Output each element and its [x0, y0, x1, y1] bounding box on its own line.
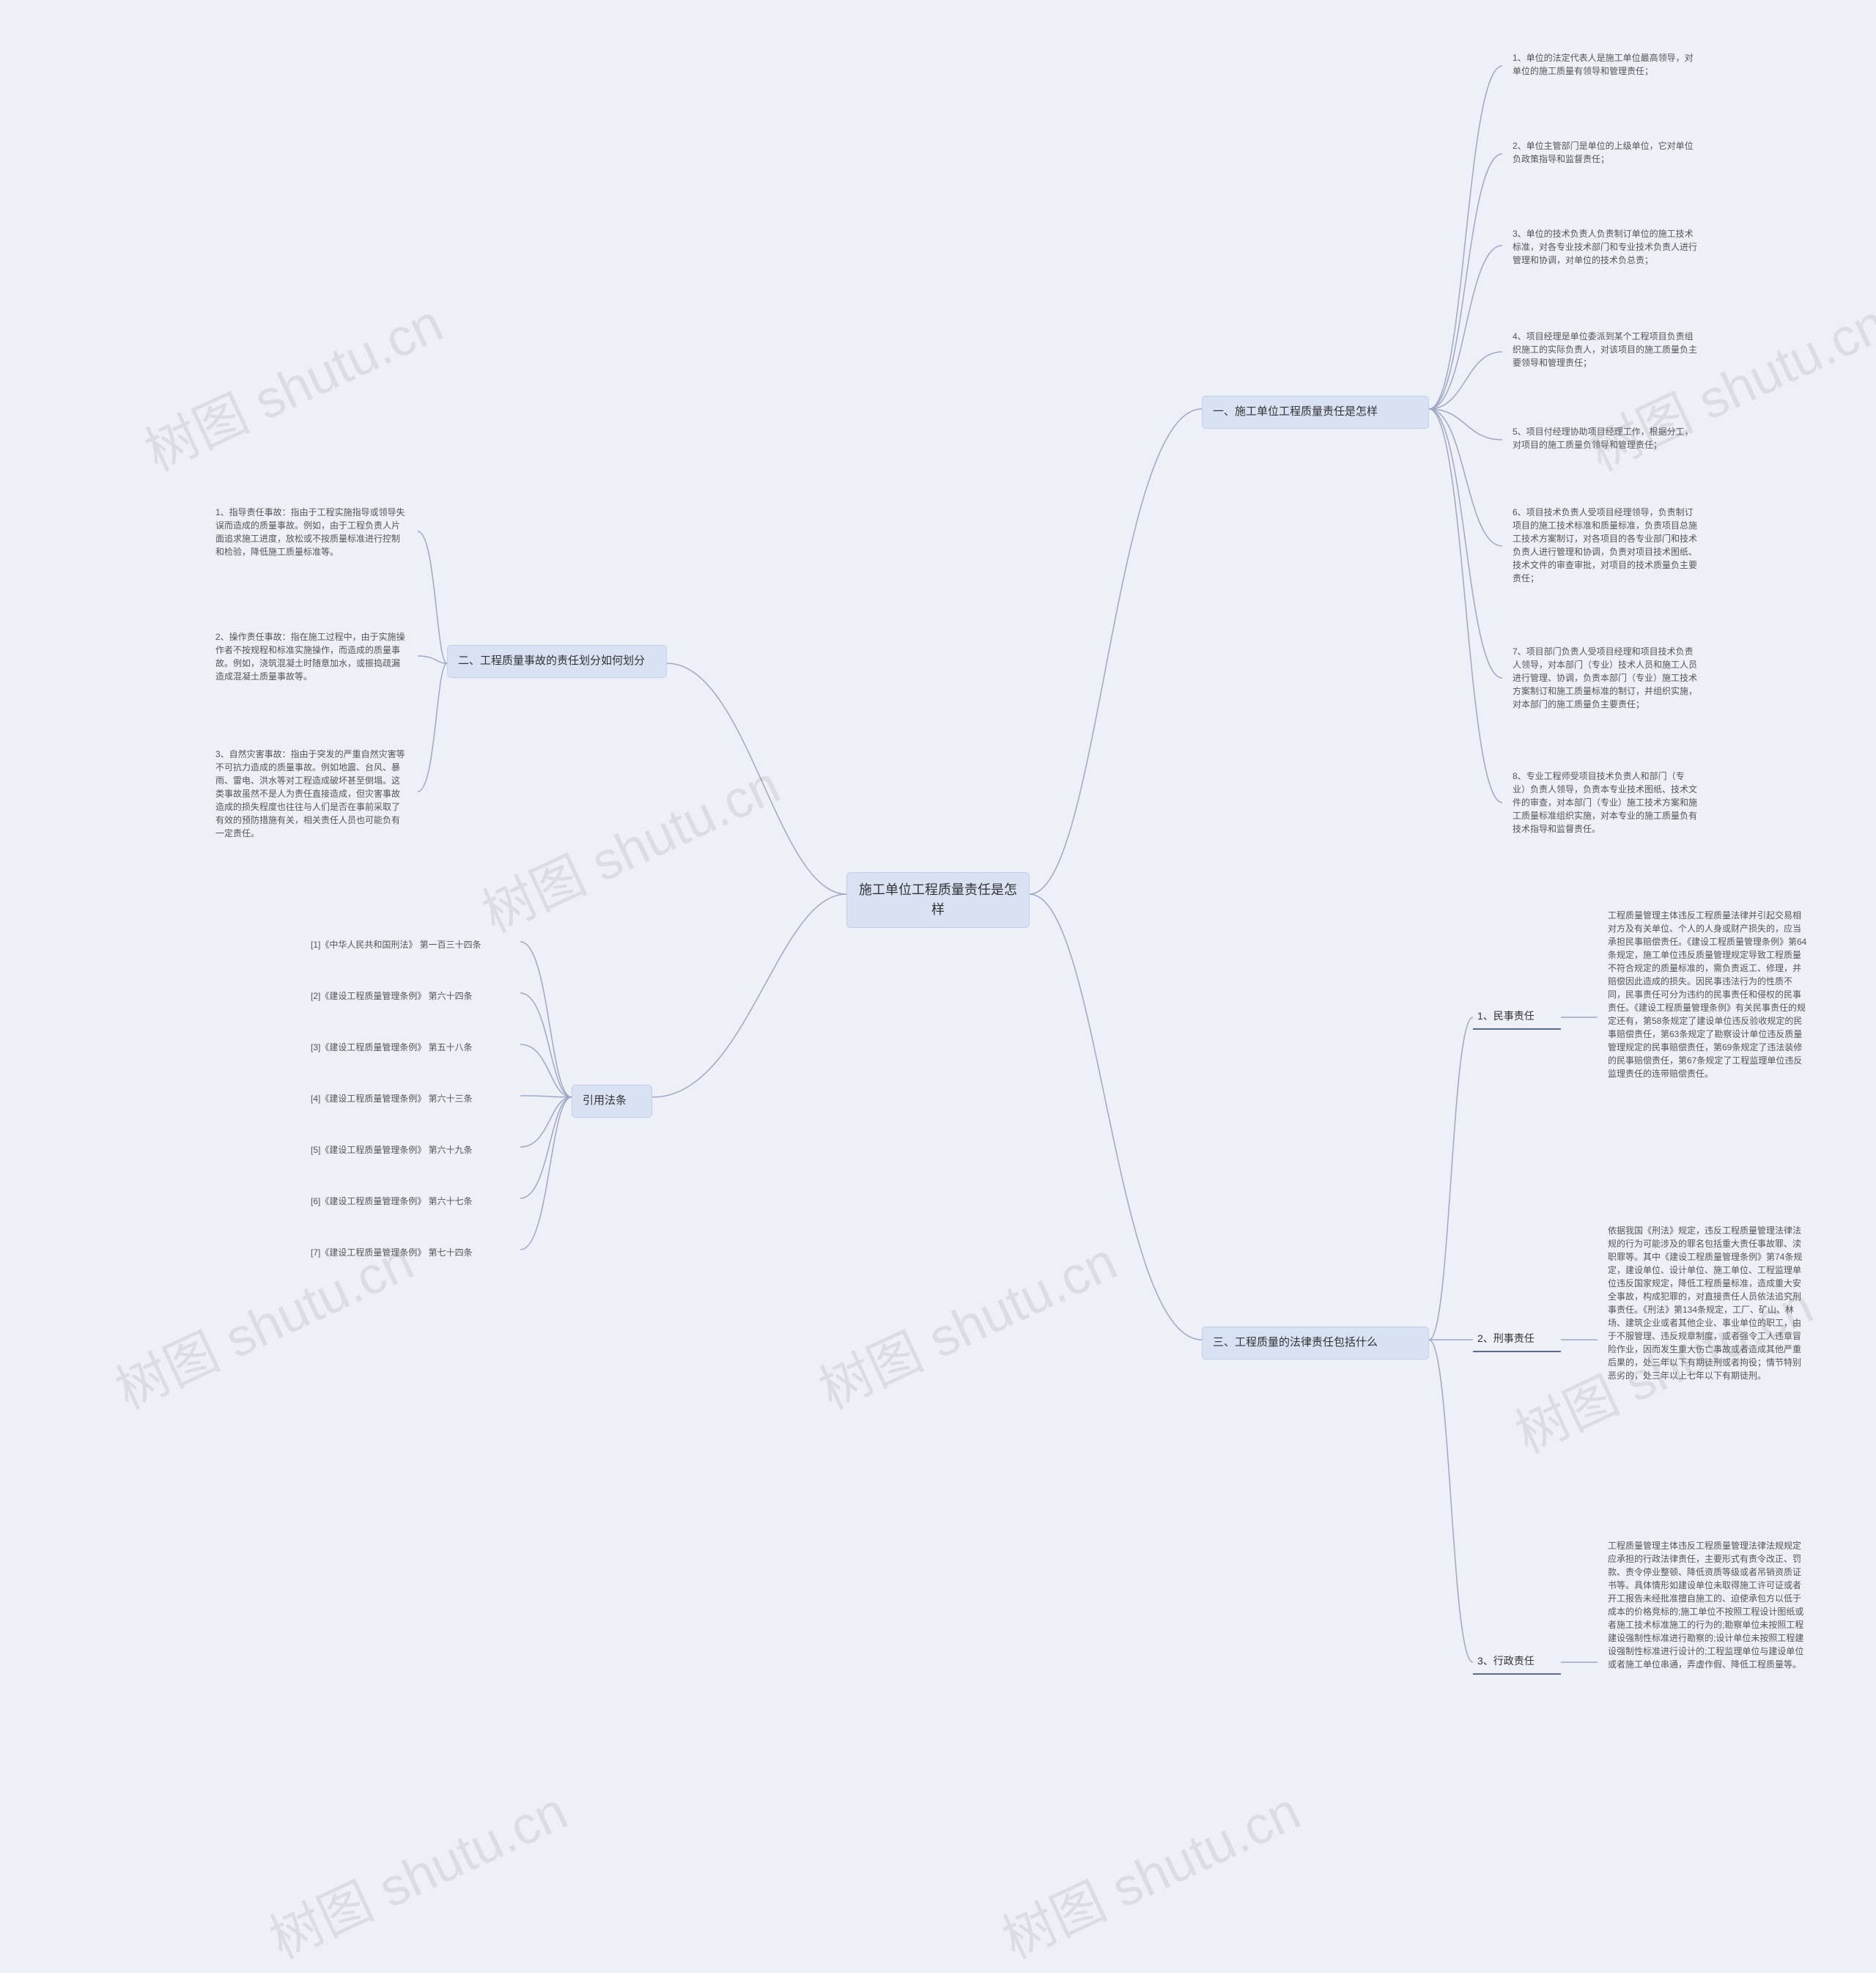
b3-sub-1[interactable]: 1、民事责任	[1473, 1004, 1561, 1030]
branch-2[interactable]: 二、工程质量事故的责任划分如何划分	[447, 645, 667, 678]
b1-leaf-7: 7、项目部门负责人受项目经理和项目技术负责人领导，对本部门（专业）技术人员和施工…	[1502, 638, 1707, 718]
b1-leaf-1: 1、单位的法定代表人是施工单位最高领导，对单位的施工质量有领导和管理责任；	[1502, 44, 1707, 85]
b1-leaf-2: 2、单位主管部门是单位的上级单位，它对单位负政策指导和监督责任；	[1502, 132, 1707, 173]
root-node[interactable]: 施工单位工程质量责任是怎样	[846, 872, 1030, 928]
b1-leaf-6: 6、项目技术负责人受项目经理领导，负责制订项目的施工技术标准和质量标准，负责项目…	[1502, 498, 1707, 592]
branch-3[interactable]: 三、工程质量的法律责任包括什么	[1202, 1327, 1429, 1360]
b1-leaf-5: 5、项目付经理协助项目经理工作，根据分工，对项目的施工质量负领导和管理责任；	[1502, 418, 1707, 459]
b4-leaf-7: [7]《建设工程质量管理条例》 第七十四条	[300, 1239, 483, 1266]
b3-sub-2-leaf: 依据我国《刑法》规定，违反工程质量管理法律法规的行为可能涉及的罪名包括重大责任事…	[1598, 1217, 1817, 1390]
b3-sub-1-leaf: 工程质量管理主体违反工程质量法律并引起交易相对方及有关单位、个人的人身或财产损失…	[1598, 901, 1817, 1088]
b2-leaf-3: 3、自然灾害事故：指由于突发的严重自然灾害等不可抗力造成的质量事故。例如地震、台…	[205, 740, 418, 847]
b2-leaf-2: 2、操作责任事故：指在施工过程中，由于实施操作者不按规程和标准实施操作，而造成的…	[205, 623, 418, 690]
connectors-layer	[0, 0, 1876, 1872]
b4-leaf-3: [3]《建设工程质量管理条例》 第五十八条	[300, 1033, 483, 1061]
b4-leaf-5: [5]《建设工程质量管理条例》 第六十九条	[300, 1136, 483, 1164]
b3-sub-3[interactable]: 3、行政责任	[1473, 1649, 1561, 1675]
b4-leaf-1: [1]《中华人民共和国刑法》 第一百三十四条	[300, 931, 492, 959]
b1-leaf-4: 4、项目经理是单位委派到某个工程项目负责组织施工的实际负责人，对该项目的施工质量…	[1502, 322, 1707, 377]
b4-leaf-4: [4]《建设工程质量管理条例》 第六十三条	[300, 1085, 483, 1113]
b1-leaf-3: 3、单位的技术负责人负责制订单位的施工技术标准，对各专业技术部门和专业技术负责人…	[1502, 220, 1707, 274]
b3-sub-2[interactable]: 2、刑事责任	[1473, 1327, 1561, 1352]
b3-sub-3-leaf: 工程质量管理主体违反工程质量管理法律法规规定应承担的行政法律责任，主要形式有责令…	[1598, 1532, 1817, 1678]
b4-leaf-2: [2]《建设工程质量管理条例》 第六十四条	[300, 982, 483, 1010]
b2-leaf-1: 1、指导责任事故：指由于工程实施指导或领导失误而造成的质量事故。例如，由于工程负…	[205, 498, 418, 566]
branch-4[interactable]: 引用法条	[572, 1085, 652, 1118]
b1-leaf-8: 8、专业工程师受项目技术负责人和部门（专业）负责人领导，负责本专业技术图纸、技术…	[1502, 762, 1707, 843]
b4-leaf-6: [6]《建设工程质量管理条例》 第六十七条	[300, 1187, 483, 1215]
branch-1[interactable]: 一、施工单位工程质量责任是怎样	[1202, 396, 1429, 429]
